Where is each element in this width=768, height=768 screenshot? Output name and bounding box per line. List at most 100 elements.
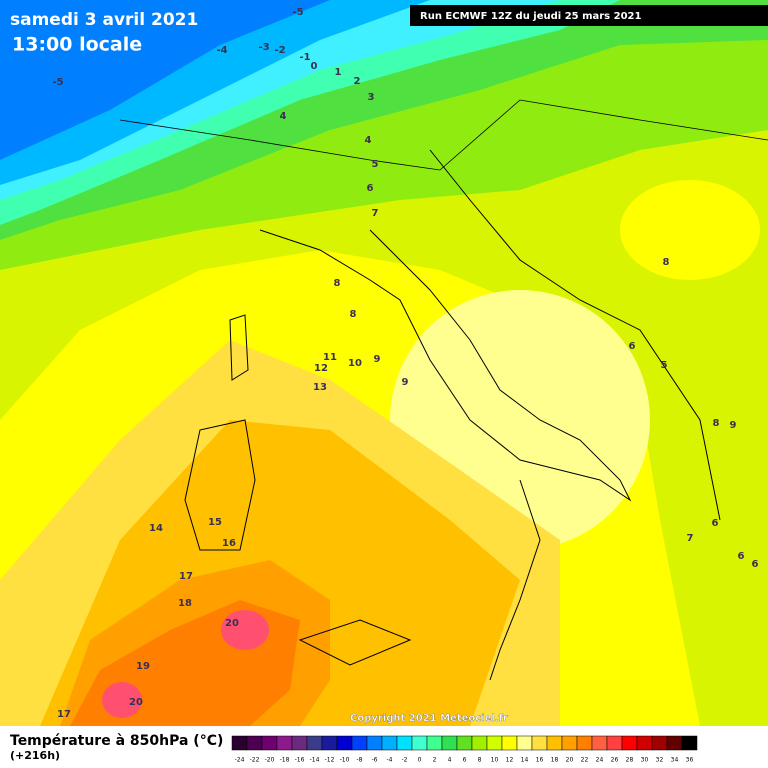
scale-label: 14 [521,757,529,764]
scale-label: 16 [536,757,544,764]
field-yellow-east [620,180,760,280]
copyright: Copyright 2021 Meteociel.fr [350,713,508,724]
coastline [298,619,412,666]
contour-label: 11 [323,352,337,363]
contour-label: 6 [712,518,719,529]
scale-swatch [531,735,548,751]
contour-label: -4 [216,45,227,56]
coastline [184,419,256,551]
contour-label: 16 [222,538,236,549]
coastline [489,479,541,681]
scale-swatch [336,735,353,751]
run-info: Run ECMWF 12Z du jeudi 25 mars 2021 [420,11,641,22]
contour-label: 20 [225,618,239,629]
scale-label: 22 [581,757,589,764]
contour-label: 7 [687,533,694,544]
contour-label: 8 [334,278,341,289]
scale-label: 34 [671,757,679,764]
scale-swatch [516,735,533,751]
scale-swatch [396,735,413,751]
coastline [259,229,632,502]
field-red [221,610,269,650]
scale-label: 10 [491,757,499,764]
contour-label: 20 [129,697,143,708]
scale-swatch [636,735,653,751]
scale-label: -4 [387,757,393,764]
contour-label: 3 [368,92,375,103]
contour-label: 8 [713,418,720,429]
scale-label: -6 [372,757,378,764]
contour-label: 4 [280,111,287,122]
scale-swatch [606,735,623,751]
scale-swatch [471,735,488,751]
scale-swatch [246,735,263,751]
scale-swatch [576,735,593,751]
contour-label: 7 [372,208,379,219]
scale-swatch [276,735,293,751]
scale-swatch [666,735,683,751]
scale-label: 18 [551,757,559,764]
scale-swatch [441,735,458,751]
scale-swatch [411,735,428,751]
scale-label: -20 [265,757,275,764]
scale-swatch [486,735,503,751]
contour-label: 6 [738,551,745,562]
scale-label: 20 [566,757,574,764]
contour-label: 9 [402,377,409,388]
contour-label: 9 [730,420,737,431]
scale-label: 4 [448,757,452,764]
scale-label: -10 [340,757,350,764]
scale-label: -18 [280,757,290,764]
contour-label: 17 [57,709,71,720]
scale-label: -24 [235,757,245,764]
contour-label: 9 [374,354,381,365]
contour-label: 5 [661,360,668,371]
scale-label: -14 [310,757,320,764]
scale-swatch [291,735,308,751]
scale-swatch [456,735,473,751]
coastline [229,314,249,381]
scale-swatch [321,735,338,751]
contour-label: -5 [52,77,63,88]
scale-swatch [231,735,248,751]
field-red [102,682,142,718]
contour-label: 6 [752,559,759,570]
scale-label: -16 [295,757,305,764]
scale-swatch [546,735,563,751]
scale-label: 8 [478,757,482,764]
scale-label: -2 [402,757,408,764]
contour-label: 12 [314,363,328,374]
scale-label: 0 [418,757,422,764]
contour-label: 8 [350,309,357,320]
contour-label: -1 [299,52,310,63]
scale-swatch [306,735,323,751]
scale-label: 36 [686,757,694,764]
contour-label: -2 [274,45,285,56]
scale-swatch [426,735,443,751]
contour-label: 15 [208,517,222,528]
scale-swatch [351,735,368,751]
contour-label: 2 [354,76,361,87]
scale-swatch [501,735,518,751]
scale-label: 32 [656,757,664,764]
field-blue [0,0,330,160]
contour-label: -3 [258,42,269,53]
contour-label: 6 [629,341,636,352]
contour-label: 8 [663,257,670,268]
contour-label: 6 [367,183,374,194]
scale-swatch [261,735,278,751]
date: samedi 3 avril 2021 [10,10,198,30]
scale-label: 6 [463,757,467,764]
coastline [429,149,721,521]
contour-label: -5 [292,7,303,18]
contour-label: 1 [335,67,342,78]
scale-swatch [381,735,398,751]
scale-swatch [651,735,668,751]
scale-label: 12 [506,757,514,764]
legend-subtitle: (+216h) [10,749,60,762]
scale-swatch [366,735,383,751]
contour-label: 13 [313,382,327,393]
scale-label: -12 [325,757,335,764]
contour-label: 14 [149,523,163,534]
contour-label: 18 [178,598,192,609]
